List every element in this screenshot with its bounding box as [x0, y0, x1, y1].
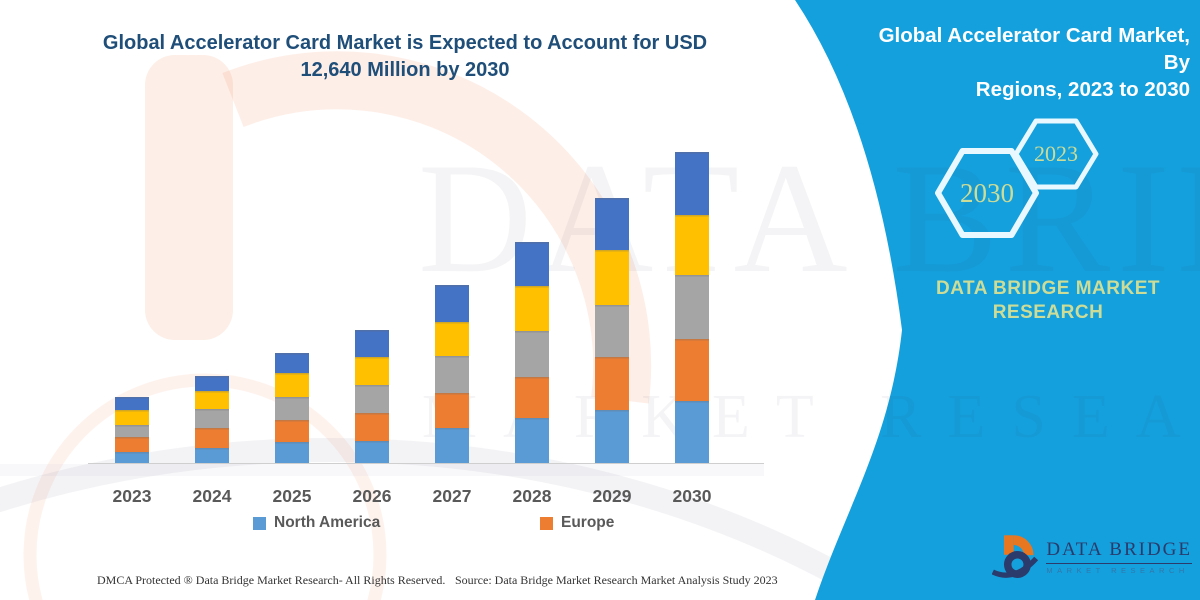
- watermark-swoosh: [0, 438, 904, 600]
- hexagon-2023: [1013, 118, 1099, 190]
- panel-title-line2: Regions, 2023 to 2030: [975, 78, 1190, 101]
- segment-north-america: [675, 401, 709, 463]
- logo-navy-swoosh: [992, 556, 1039, 578]
- segment-#FFC000: [355, 357, 389, 385]
- logo-orange-stem: [1003, 535, 1014, 555]
- segment-europe: [675, 338, 709, 402]
- logo-orange-arc: [1013, 535, 1034, 556]
- segment-north-america: [515, 418, 549, 463]
- x-axis-label-2027: 2027: [432, 486, 472, 506]
- panel-brand-line2: RESEARCH: [992, 302, 1104, 323]
- logo-name: DATA BRIDGE: [1046, 539, 1192, 564]
- hexagon-badges: 2030 2023: [935, 118, 1099, 238]
- segment-#A5A5A5: [355, 384, 389, 414]
- segment-north-america: [195, 447, 229, 463]
- segment-#4472C4: [355, 330, 389, 358]
- segment-north-america: [435, 428, 469, 463]
- segment-#FFC000: [595, 249, 629, 305]
- legend-swatch: [540, 516, 553, 530]
- chart-title: Global Accelerator Card Market is Expect…: [95, 30, 715, 84]
- x-axis-label-2028: 2028: [512, 486, 552, 506]
- segment-#FFC000: [195, 391, 229, 410]
- segment-#4472C4: [275, 353, 309, 374]
- panel-title-line1: Global Accelerator Card Market, By: [878, 24, 1190, 74]
- bar-2030: [675, 152, 709, 463]
- x-axis-line: [88, 462, 764, 464]
- segment-#A5A5A5: [435, 355, 469, 394]
- x-axis-label-2030: 2030: [672, 486, 712, 506]
- legend-label: North America: [274, 514, 381, 531]
- legend-item-europe: Europe: [540, 514, 614, 532]
- hexagon-2023-label: 2023: [1034, 141, 1078, 166]
- hexagon-2030: [935, 148, 1039, 238]
- legend-swatch: [253, 516, 266, 530]
- segment-#4472C4: [435, 284, 469, 322]
- segment-europe: [355, 413, 389, 441]
- panel-brand-line1: DATA BRIDGE MARKET: [936, 278, 1160, 299]
- segment-#4472C4: [595, 198, 629, 250]
- segment-#A5A5A5: [115, 424, 149, 437]
- legend-item-north-america: North America: [253, 514, 380, 532]
- bar-2026: [355, 330, 389, 463]
- segment-europe: [595, 356, 629, 410]
- segment-north-america: [595, 409, 629, 463]
- watermark-logo-stem: [145, 55, 233, 340]
- x-axis-label-2026: 2026: [352, 486, 392, 506]
- segment-europe: [115, 436, 149, 452]
- chart-title-line2: 12,640 Million by 2030: [300, 59, 510, 81]
- segment-#FFC000: [435, 321, 469, 356]
- segment-europe: [195, 428, 229, 448]
- segment-#FFC000: [115, 409, 149, 425]
- segment-north-america: [355, 440, 389, 463]
- hexagon-2030-label: 2030: [960, 178, 1014, 208]
- segment-#A5A5A5: [595, 304, 629, 357]
- dbmr-logo-text: DATA BRIDGE MARKET RESEARCH: [1046, 539, 1192, 575]
- panel-brand-text: DATA BRIDGE MARKET RESEARCH: [898, 277, 1198, 325]
- axis-shadow-band: [0, 464, 764, 476]
- x-axis-label-2024: 2024: [192, 486, 232, 506]
- segment-#4472C4: [515, 241, 549, 286]
- chart-title-line1: Global Accelerator Card Market is Expect…: [102, 32, 708, 54]
- segment-#A5A5A5: [515, 330, 549, 377]
- segment-europe: [515, 376, 549, 419]
- footer-dmca-text: DMCA Protected ® Data Bridge Market Rese…: [97, 573, 446, 587]
- bar-2028: [515, 241, 549, 463]
- segment-#4472C4: [115, 396, 149, 410]
- panel-title: Global Accelerator Card Market, By Regio…: [850, 22, 1190, 103]
- x-axis-label-2025: 2025: [272, 486, 312, 506]
- chart-plot-area: [88, 140, 764, 464]
- bar-2029: [595, 198, 629, 463]
- segment-#FFC000: [675, 214, 709, 275]
- segment-europe: [275, 419, 309, 443]
- bar-2023: [115, 396, 149, 463]
- dbmr-logo-mark-icon: [992, 535, 1039, 578]
- footer-source-text: Source: Data Bridge Market Research Mark…: [455, 573, 778, 587]
- segment-north-america: [275, 442, 309, 463]
- segment-#A5A5A5: [675, 274, 709, 339]
- segment-north-america: [115, 451, 149, 463]
- x-axis-label-2029: 2029: [592, 486, 632, 506]
- segment-#FFC000: [275, 373, 309, 397]
- side-panel-shape: [795, 0, 1200, 600]
- segment-europe: [435, 393, 469, 429]
- legend-label: Europe: [561, 514, 615, 531]
- bar-2027: [435, 284, 469, 463]
- segment-#A5A5A5: [195, 409, 229, 429]
- bar-2024: [195, 375, 229, 463]
- segment-#FFC000: [515, 285, 549, 331]
- segment-#A5A5A5: [275, 396, 309, 420]
- bar-2025: [275, 353, 309, 463]
- segment-#4472C4: [675, 152, 709, 215]
- segment-#4472C4: [195, 375, 229, 392]
- x-axis-label-2023: 2023: [112, 486, 152, 506]
- dbmr-logo: DATA BRIDGE MARKET RESEARCH: [992, 524, 1192, 590]
- logo-subtext: MARKET RESEARCH: [1046, 566, 1189, 575]
